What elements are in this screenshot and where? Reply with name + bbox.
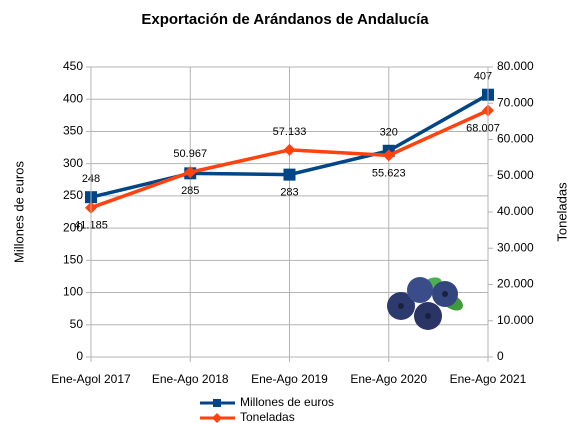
y-axis-title: Millones de euros	[11, 161, 26, 263]
y2-tick-label: 30.000	[497, 240, 534, 254]
legend-label: Millones de euros	[240, 395, 334, 409]
y-tick-label: 0	[76, 349, 83, 363]
value-label: 320	[380, 127, 398, 139]
y2-tick-label: 0	[497, 349, 504, 363]
y2-tick-label: 80.000	[497, 59, 534, 73]
y-tick-label: 350	[63, 124, 83, 138]
legend-label: Toneladas	[240, 410, 295, 423]
x-tick-label: Ene-Ago 2021	[450, 372, 527, 386]
x-tick-label: Ene-Ago 2019	[251, 372, 328, 386]
y2-axis-title: Toneladas	[554, 182, 569, 242]
value-label: 407	[474, 71, 492, 83]
chart: Exportación de Arándanos de Andalucía Mi…	[0, 0, 571, 423]
y-tick-label: 400	[63, 91, 83, 105]
y-tick-label: 300	[63, 156, 83, 170]
y2-tick-label: 20.000	[497, 277, 534, 291]
y-tick-label: 50	[70, 317, 84, 331]
y-tick-label: 250	[63, 188, 83, 202]
y-tick-label: 100	[63, 285, 83, 299]
value-label: 68.007	[466, 122, 500, 134]
y2-tick-label: 60.000	[497, 132, 534, 146]
value-label: 50.967	[173, 148, 207, 160]
y2-tick-label: 10.000	[497, 313, 534, 327]
legend-marker	[213, 399, 221, 407]
x-tick-label: Ene-Ago 2018	[152, 372, 229, 386]
marker	[284, 144, 296, 156]
value-label: 283	[280, 187, 298, 199]
y2-tick-label: 40.000	[497, 204, 534, 218]
blueberries-image	[387, 275, 466, 330]
chart-title: Exportación de Arándanos de Andalucía	[141, 11, 429, 28]
marker	[284, 169, 296, 181]
legend-marker	[212, 413, 222, 423]
y2-tick-label: 50.000	[497, 168, 534, 182]
value-label: 285	[181, 185, 199, 197]
x-tick-label: Ene-Agol 2017	[51, 372, 131, 386]
y-tick-label: 150	[63, 253, 83, 267]
y-tick-label: 450	[63, 59, 83, 73]
x-tick-label: Ene-Ago 2020	[350, 372, 427, 386]
value-label: 57.133	[273, 126, 307, 138]
y2-tick-label: 70.000	[497, 95, 534, 109]
value-label: 55.623	[372, 167, 406, 179]
